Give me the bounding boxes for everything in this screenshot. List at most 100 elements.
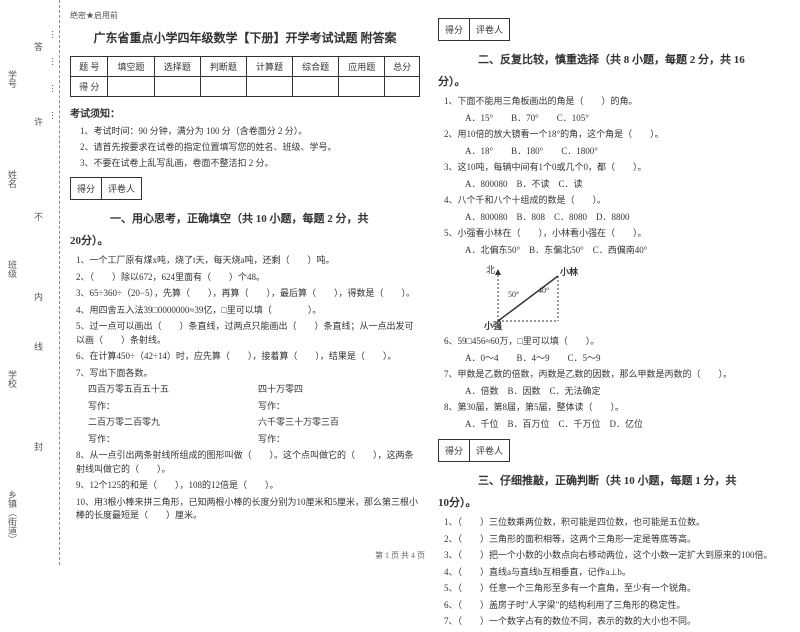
question: 10、用3根小棒来拼三角形，已知两根小棒的长度分别为10厘米和5厘米，那么第三根… (76, 496, 420, 523)
score-cell (339, 77, 385, 97)
binding-char-3: 内 (34, 290, 43, 303)
table-row: 题 号 填空题 选择题 判断题 计算题 综合题 应用题 总分 (71, 57, 420, 77)
score-header: 计算题 (246, 57, 292, 77)
question: 1、（ ）三位数乘两位数，积可能是四位数，也可能是五位数。 (444, 516, 788, 530)
write-row: 写作： 写作： (88, 400, 420, 414)
question: 3、这10吨，每辆中间有1个0或几个0，都（ ）。 (444, 161, 788, 175)
options: A．800080 B．808 C．8080 D．8800 (456, 211, 788, 225)
options: A．千位 B．百万位 C．千万位 D．亿位 (456, 418, 788, 432)
score-cell (108, 77, 154, 97)
right-column: 得分 评卷人 二、反复比较，慎重选择（共 8 小题，每题 2 分，共 16 分）… (438, 10, 788, 632)
question: 2、用10倍的放大镜看一个18°的角，这个角是（ ）。 (444, 128, 788, 142)
notice-item: 1、考试时间：90 分钟，满分为 100 分（含卷面分 2 分）。 (80, 124, 420, 137)
question: 4、用四舍五入法39□0000000≈39亿，□里可以填（ ）。 (76, 304, 420, 318)
write-right: 写作： (258, 400, 285, 414)
question: 5、小强看小林在（ ），小林看小强在（ ）。 (444, 227, 788, 241)
options: A．0～4 B．4～9 C．5～9 (456, 352, 788, 366)
binding-label-school: 学校 (6, 370, 19, 388)
grader-box: 得分 评卷人 (438, 18, 788, 41)
write-right: 六千零三十万零三百 (258, 416, 339, 430)
score-cell (385, 77, 420, 97)
section3-title: 三、仔细推敲，正确判断（共 10 小题，每题 1 分，共 (478, 472, 788, 488)
score-cell (246, 77, 292, 97)
svg-text:50°: 50° (508, 290, 519, 299)
question: 2、（ ）除以672，624里面有（ ）个48。 (76, 271, 420, 285)
write-left: 写作： (88, 433, 258, 447)
question: 7、甲数是乙数的倍数，丙数是乙数的因数，那么甲数是丙数的（ ）。 (444, 368, 788, 382)
grader-score-label: 得分 (70, 177, 102, 200)
exam-title: 广东省重点小学四年级数学【下册】开学考试试题 附答案 (70, 29, 420, 46)
binding-char-0: 答 (34, 40, 43, 53)
svg-text:40°: 40° (538, 286, 549, 295)
grader-name-label: 评卷人 (470, 439, 510, 462)
question: 7、（ ）一个数字占有的数位不同，表示的数的大小也不同。 (444, 615, 788, 629)
question: 8、第30届，第8届，第5届，整体读（ ）。 (444, 401, 788, 415)
binding-label-town: 乡镇（街道） (6, 490, 19, 544)
options: A．倍数 B．因数 C．无法确定 (456, 385, 788, 399)
score-cell: 得 分 (71, 77, 108, 97)
section2-title: 二、反复比较，慎重选择（共 8 小题，每题 2 分，共 16 (478, 51, 788, 67)
section1-points: 20分）。 (70, 232, 420, 248)
score-header: 应用题 (339, 57, 385, 77)
question: 4、（ ）直线a与直线b互相垂直，记作a⊥b。 (444, 566, 788, 580)
notice-item: 2、请首先按要求在试卷的指定位置填写您的姓名、班级、学号。 (80, 140, 420, 153)
secret-label: 绝密★启用前 (70, 10, 420, 21)
write-row: 四百万零五百五十五 四十万零四 (88, 383, 420, 397)
options: A．18° B．180° C．1800° (456, 145, 788, 159)
svg-text:北: 北 (486, 265, 495, 275)
question: 3、65÷360÷（20−5），先算（ ），再算（ ），最后算（ ），得数是（ … (76, 287, 420, 301)
question: 6、（ ）盖房子时"人字梁"的结构利用了三角形的稳定性。 (444, 599, 788, 613)
question: 4、八个千和八个十组成的数是（ ）。 (444, 194, 788, 208)
grader-name-label: 评卷人 (102, 177, 142, 200)
question: 9、12个125的和是（ ），108的12倍是（ ）。 (76, 479, 420, 493)
binding-label-name: 姓名 (6, 170, 19, 188)
binding-char-4: 线 (34, 340, 43, 353)
question: 5、（ ）任意一个三角形至多有一个直角，至少有一个锐角。 (444, 582, 788, 596)
options: A．800080 B．不读 C．读 (456, 178, 788, 192)
grader-score-label: 得分 (438, 18, 470, 41)
grader-box: 得分 评卷人 (70, 177, 420, 200)
section3-points: 10分）。 (438, 494, 788, 510)
score-header: 选择题 (154, 57, 200, 77)
score-header: 填空题 (108, 57, 154, 77)
write-left: 二百万零二百零九 (88, 416, 258, 430)
binding-label-id: 学号 (6, 70, 19, 88)
question: 6、在计算450÷（42÷14）时，应先算（ ），接着算（ ），结果是（ ）。 (76, 350, 420, 364)
binding-dots: ………… (50, 30, 60, 138)
score-cell (154, 77, 200, 97)
grader-box: 得分 评卷人 (438, 439, 788, 462)
question: 1、一个工厂原有煤x吨，烧了t天，每天烧a吨，还剩（ ）吨。 (76, 254, 420, 268)
options: A．北偏东50° B．东偏北50° C．西偏南40° (456, 244, 788, 258)
score-table: 题 号 填空题 选择题 判断题 计算题 综合题 应用题 总分 得 分 (70, 56, 420, 97)
binding-char-2: 不 (34, 210, 43, 223)
score-header: 题 号 (71, 57, 108, 77)
score-cell (200, 77, 246, 97)
notice-item: 3、不要在试卷上乱写乱画，卷面不整洁扣 2 分。 (80, 156, 420, 169)
write-row: 二百万零二百零九 六千零三十万零三百 (88, 416, 420, 430)
section2-points: 分）。 (438, 73, 788, 89)
page-content: 绝密★启用前 广东省重点小学四年级数学【下册】开学考试试题 附答案 题 号 填空… (70, 10, 790, 632)
grader-name-label: 评卷人 (470, 18, 510, 41)
write-right: 四十万零四 (258, 383, 303, 397)
notice-heading: 考试须知： (70, 105, 420, 120)
score-header: 判断题 (200, 57, 246, 77)
binding-margin: ………… 学号 姓名 班级 学校 乡镇（街道） 答 许 不 内 线 封 (0, 0, 60, 565)
write-row: 写作： 写作： (88, 433, 420, 447)
question: 6、59□456≈60万，□里可以填（ ）。 (444, 335, 788, 349)
binding-char-1: 许 (34, 115, 43, 128)
question: 2、（ ）三角形的面积相等，这两个三角形一定是等底等高。 (444, 533, 788, 547)
section1-title: 一、用心思考，正确填空（共 10 小题，每题 2 分，共 (110, 210, 420, 226)
left-column: 绝密★启用前 广东省重点小学四年级数学【下册】开学考试试题 附答案 题 号 填空… (70, 10, 420, 632)
score-cell (293, 77, 339, 97)
binding-label-class: 班级 (6, 260, 19, 278)
question: 8、从一点引出两条射线所组成的图形叫做（ ）。这个点叫做它的（ ），这两条射线叫… (76, 449, 420, 476)
question: 5、过一点可以画出（ ）条直线，过两点只能画出（ ）条直线；从一点出发可以画（ … (76, 320, 420, 347)
score-header: 综合题 (293, 57, 339, 77)
question: 1、下面不能用三角板画出的角是（ ）的角。 (444, 95, 788, 109)
score-header: 总分 (385, 57, 420, 77)
binding-char-5: 封 (34, 440, 43, 453)
write-left: 写作： (88, 400, 258, 414)
options: A．15° B．70° C．105° (456, 112, 788, 126)
svg-text:小强: 小强 (483, 320, 502, 331)
svg-text:小林: 小林 (559, 266, 578, 277)
